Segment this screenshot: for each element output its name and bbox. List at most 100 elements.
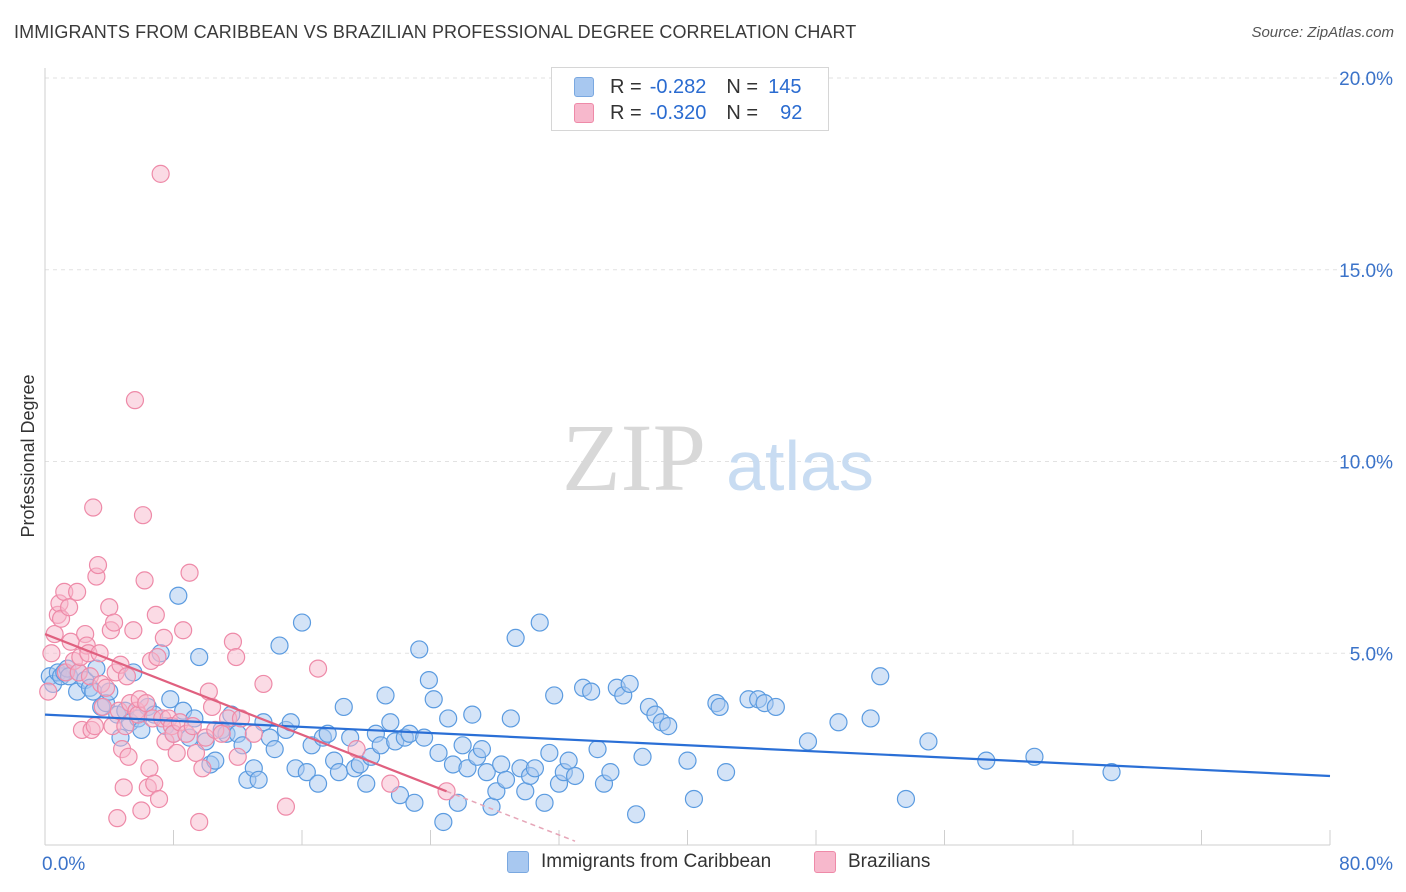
caribbean-point [620, 674, 639, 694]
y-axis-label: Professional Degree [18, 374, 38, 537]
brazilian-point [146, 605, 165, 625]
y-tick-label: 10.0% [1339, 453, 1393, 474]
trend-lines [44, 633, 1331, 842]
legend-swatch-caribbean [574, 77, 594, 97]
caribbean-point [249, 770, 268, 789]
caribbean-point [477, 763, 496, 782]
caribbean-point [161, 690, 180, 709]
brazilian-point [117, 667, 137, 686]
caribbean-point [376, 686, 395, 705]
brazilian-point [154, 628, 173, 648]
caribbean-point [829, 713, 848, 732]
caribbean-point [535, 793, 554, 812]
bottom-legend-caribbean: Immigrants from Caribbean [507, 851, 771, 873]
caribbean-point [434, 812, 453, 832]
caribbean-point [357, 774, 376, 793]
legend-n-value: 92 [780, 101, 803, 124]
caribbean-point [265, 740, 284, 759]
legend-row-brazilians: R = -0.320 N = 92 [574, 101, 802, 125]
legend-row-caribbean: R = -0.282 N = 145 [574, 75, 801, 99]
brazilian-point [149, 789, 169, 809]
caribbean-point [545, 686, 564, 705]
data-points [39, 164, 1121, 832]
chart-title: IMMIGRANTS FROM CARIBBEAN VS BRAZILIAN P… [14, 22, 857, 42]
caribbean-point [308, 774, 328, 793]
brazilian-point [108, 809, 127, 828]
caribbean-point [292, 613, 312, 632]
brazilian-point [85, 717, 104, 736]
caribbean-point [506, 628, 525, 648]
brazilian-point [308, 659, 328, 678]
caribbean-point [659, 717, 678, 736]
brazilian-point [104, 613, 124, 632]
brazilian-point [39, 682, 58, 701]
brazilian-point [145, 774, 164, 793]
caribbean-point [684, 789, 704, 809]
legend-r-label: R = [610, 75, 642, 98]
caribbean-point [501, 709, 520, 728]
caribbean-point [472, 740, 491, 759]
caribbean-point [297, 763, 316, 782]
caribbean-point [453, 736, 472, 755]
brazilian-point [96, 678, 116, 697]
caribbean-point [766, 697, 785, 717]
caribbean-point [169, 586, 188, 605]
tick-labels: 5.0% 10.0% 15.0% 20.0% 0.0% 80.0% [42, 69, 1393, 875]
caribbean-point [710, 697, 729, 717]
caribbean-point [496, 770, 516, 789]
caribbean-point [588, 740, 607, 759]
brazilian-point [190, 812, 209, 832]
caribbean-point [798, 732, 818, 751]
brazilian-point [148, 647, 167, 667]
caribbean-point [424, 690, 443, 709]
caribbean-point [439, 709, 458, 728]
caribbean-point [716, 763, 736, 782]
brazilian-point [119, 747, 138, 766]
brazilian-point [223, 632, 243, 651]
bottom-legend-swatch-brazilians [814, 851, 836, 873]
caribbean-point [334, 697, 353, 717]
caribbean-point [582, 682, 601, 701]
brazilian-point [42, 644, 61, 663]
caribbean-point [626, 805, 646, 824]
caribbean-point [463, 705, 482, 724]
brazilian-point [88, 555, 108, 575]
caribbean-point [329, 763, 349, 782]
caribbean-point [270, 636, 289, 655]
brazilian-point [125, 391, 145, 410]
legend-n-value: 145 [768, 75, 802, 98]
brazilian-point [254, 674, 273, 694]
brazilian-point [227, 647, 246, 667]
brazilian-point [193, 759, 212, 778]
brazilian-point [276, 797, 296, 816]
brazilian-point [93, 697, 112, 717]
brazilian-point [212, 724, 231, 743]
bottom-legend-label-caribbean: Immigrants from Caribbean [541, 851, 772, 872]
caribbean-point [410, 640, 429, 659]
caribbean-point [871, 667, 890, 686]
legend-n-label: N = [726, 75, 759, 98]
caribbean-point [516, 782, 535, 801]
caribbean-point [492, 755, 511, 774]
brazilian-point [381, 774, 400, 793]
caribbean-point [448, 793, 467, 812]
bottom-legend-swatch-caribbean [507, 851, 529, 873]
brazilian-point [68, 582, 87, 601]
brazilian-point [140, 759, 159, 778]
gridlines [45, 77, 1392, 654]
brazilian-point [244, 724, 263, 743]
brazilian-point [124, 621, 143, 640]
x-tick-label: 80.0% [1339, 854, 1393, 875]
caribbean-point [429, 743, 448, 763]
legend-r-value: -0.320 [649, 101, 707, 124]
brazilian-point [132, 801, 151, 820]
caribbean-point [381, 713, 400, 732]
brazilian-point [100, 598, 119, 617]
caribbean-point [530, 613, 549, 632]
caribbean-point [919, 732, 938, 751]
watermark-zip: ZIP [562, 404, 706, 511]
caribbean-point [482, 797, 501, 816]
brazilian-point [167, 743, 186, 763]
brazilian-point [186, 743, 206, 763]
